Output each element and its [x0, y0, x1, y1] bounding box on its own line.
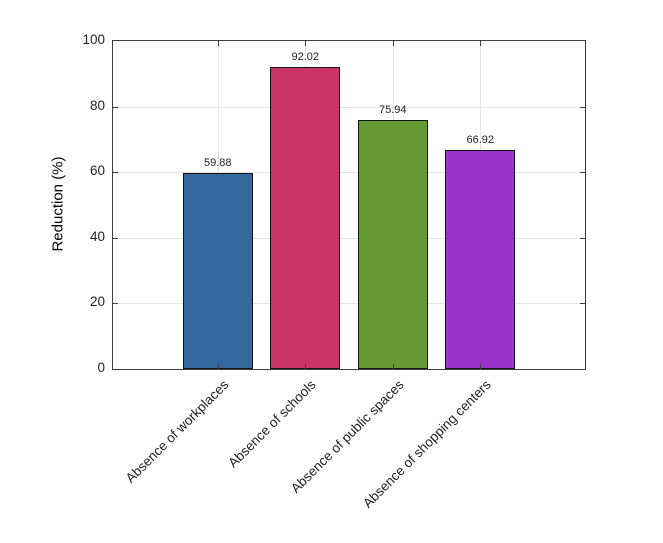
- x-tick-label: Absence of schools: [225, 377, 319, 471]
- y-tick-mark: [580, 237, 585, 239]
- bar-2: [270, 67, 341, 369]
- gridline-horizontal: [113, 237, 585, 239]
- bar-3: [357, 119, 428, 369]
- y-tick-label: 20: [89, 294, 105, 310]
- y-tick-mark: [580, 106, 585, 108]
- bar-value-label: 92.02: [291, 51, 320, 64]
- gridline-horizontal: [113, 303, 585, 305]
- y-tick-mark: [580, 172, 585, 174]
- bar-1: [182, 172, 253, 369]
- x-tick-mark: [217, 41, 219, 46]
- x-tick-mark: [305, 41, 307, 46]
- y-tick-label: 40: [89, 228, 105, 244]
- bar-value-label: 59.88: [203, 156, 232, 169]
- x-tick-mark: [217, 364, 219, 369]
- y-tick-label: 80: [89, 97, 105, 113]
- bar-4: [445, 149, 516, 369]
- plot-area: 59.88 92.02 75.94 66.92: [112, 40, 586, 370]
- y-tick-mark: [113, 303, 118, 305]
- gridline-horizontal: [113, 172, 585, 174]
- y-tick-mark: [113, 172, 118, 174]
- y-tick-mark: [113, 237, 118, 239]
- y-tick-mark: [580, 303, 585, 305]
- y-tick-label: 60: [89, 163, 105, 179]
- y-tick-label: 0: [97, 360, 105, 375]
- gridline-horizontal: [113, 106, 585, 108]
- x-tick-mark: [305, 364, 307, 369]
- x-tick-label: Absence of workplaces: [122, 377, 232, 486]
- bar-value-label: 66.92: [466, 133, 495, 146]
- x-tick-mark: [480, 41, 482, 46]
- x-tick-mark: [480, 364, 482, 369]
- y-tick-mark: [113, 106, 118, 108]
- x-tick-mark: [392, 364, 394, 369]
- x-tick-mark: [392, 41, 394, 46]
- bar-value-label: 75.94: [378, 103, 407, 116]
- y-tick-label: 100: [82, 32, 105, 47]
